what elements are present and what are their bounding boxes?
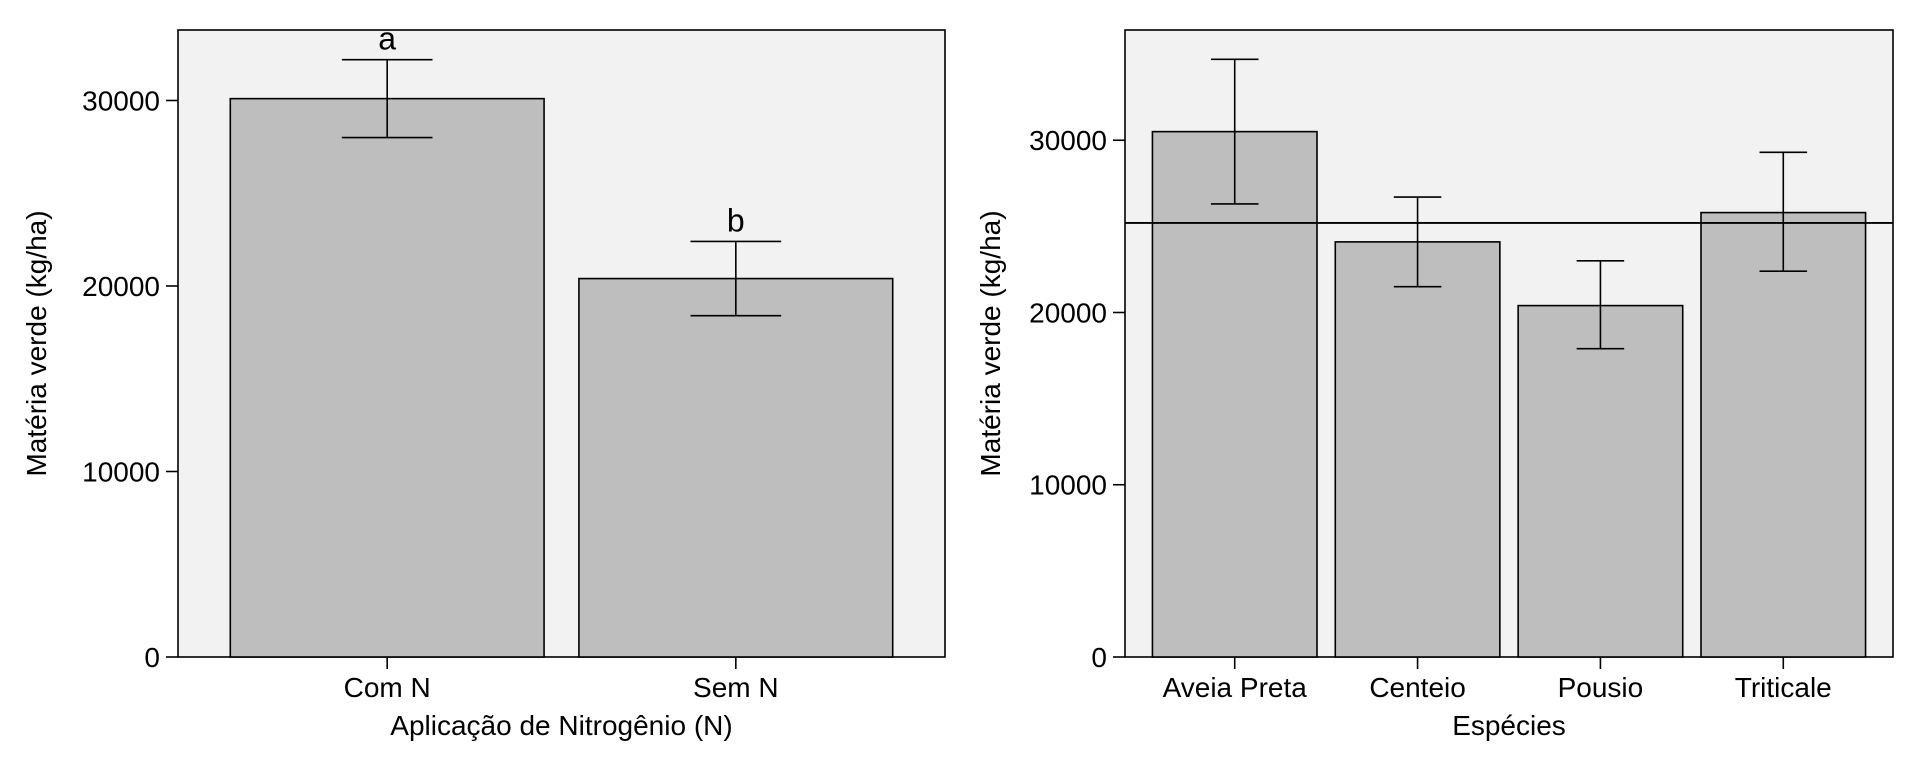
significance-letter: a: [378, 21, 396, 57]
x-tick-label: Pousio: [1558, 672, 1644, 703]
y-tick-label: 20000: [82, 271, 160, 302]
x-tick-label: Sem N: [693, 672, 779, 703]
bar-com-n: [229, 97, 545, 658]
x-axis-title: Aplicação de Nitrogênio (N): [390, 710, 732, 741]
y-axis-title: Matéria verde (kg/ha): [21, 210, 52, 476]
error-bar-aveia-preta: [1210, 58, 1259, 205]
y-tick-label: 10000: [82, 456, 160, 487]
x-tick-label: Centeio: [1369, 672, 1466, 703]
error-bar-sem-n: [690, 240, 782, 317]
y-tick-label: 20000: [1029, 297, 1107, 328]
y-tick-label: 0: [144, 642, 160, 673]
x-tick-label: Triticale: [1735, 672, 1832, 703]
bar-aveia-preta: [1151, 130, 1318, 658]
bar-centeio: [1334, 241, 1501, 658]
bar-pousio: [1517, 304, 1684, 658]
error-bar-pousio: [1576, 260, 1625, 350]
y-tick-label: 30000: [82, 85, 160, 116]
x-tick-label: Com N: [344, 672, 431, 703]
bar-sem-n: [578, 277, 894, 658]
y-tick-label: 0: [1091, 642, 1107, 673]
x-tick-label: Aveia Preta: [1163, 672, 1308, 703]
error-bar-centeio: [1393, 196, 1442, 288]
chart-panel-nitrogen: a b 0 10000 20000 30000 Com N Sem N Aplicação de…: [21, 21, 946, 741]
error-bar-com-n: [341, 58, 433, 139]
y-axis-title: Matéria verde (kg/ha): [975, 210, 1006, 476]
error-bar-triticale: [1759, 151, 1808, 272]
y-tick-label: 30000: [1029, 125, 1107, 156]
chart-panel-species: 0 10000 20000 30000 Aveia Preta Centeio Pousio…: [975, 29, 1894, 741]
bar-triticale: [1700, 211, 1867, 658]
y-tick-label: 10000: [1029, 470, 1107, 501]
significance-letter: b: [727, 202, 745, 238]
x-axis-title: Espécies: [1452, 710, 1566, 741]
